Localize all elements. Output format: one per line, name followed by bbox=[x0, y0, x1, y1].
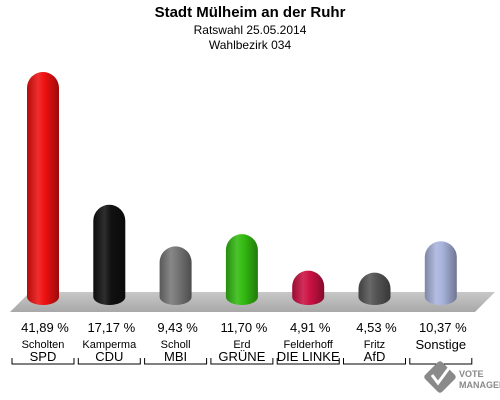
label-bracket bbox=[210, 358, 274, 365]
candidate-label: Erd bbox=[233, 339, 250, 351]
vote-manager-logo: VOTE MANAGER bbox=[424, 361, 500, 393]
bar-afd bbox=[358, 272, 391, 305]
value-label: 41,89 % bbox=[21, 320, 69, 335]
category-label: CDU bbox=[95, 349, 123, 364]
category-label: SPD bbox=[30, 349, 57, 364]
district-subtitle: Wahlbezirk 034 bbox=[208, 38, 292, 52]
logo-text-2: MANAGER bbox=[459, 380, 500, 390]
category-label: AfD bbox=[364, 349, 386, 364]
value-label: 11,70 % bbox=[221, 320, 268, 335]
candidate-label: Fritz bbox=[364, 339, 385, 351]
bars-group bbox=[27, 72, 457, 305]
category-label: DIE LINKE bbox=[277, 349, 340, 364]
value-label: 17,17 % bbox=[87, 320, 135, 335]
candidate-label: Scholl bbox=[161, 339, 191, 351]
election-subtitle: Ratswahl 25.05.2014 bbox=[193, 23, 307, 37]
bar-sonstige bbox=[424, 241, 457, 305]
bar-die-linke bbox=[292, 270, 325, 305]
category-label: Sonstige bbox=[416, 337, 467, 352]
value-label: 4,53 % bbox=[356, 320, 397, 335]
label-bracket bbox=[77, 358, 141, 365]
logo-text: VOTE bbox=[459, 369, 484, 379]
bar-mbi bbox=[159, 246, 192, 305]
candidate-label: Felderhoff bbox=[284, 339, 334, 351]
value-label: 4,91 % bbox=[290, 320, 331, 335]
label-bracket bbox=[343, 358, 406, 365]
category-label: MBI bbox=[164, 349, 187, 364]
category-label: GRÜNE bbox=[218, 349, 265, 364]
chart-title: Stadt Mülheim an der Ruhr bbox=[154, 4, 346, 21]
value-label: 9,43 % bbox=[157, 320, 198, 335]
label-bracket bbox=[276, 358, 340, 365]
label-bracket bbox=[11, 358, 75, 365]
candidate-label: Kamperma bbox=[82, 339, 137, 351]
value-label: 10,37 % bbox=[419, 320, 467, 335]
bar-cdu bbox=[93, 204, 126, 305]
candidate-label: Scholten bbox=[22, 339, 65, 351]
bar-grüne bbox=[225, 234, 258, 305]
bar-spd bbox=[27, 72, 59, 305]
label-bracket bbox=[144, 358, 208, 365]
